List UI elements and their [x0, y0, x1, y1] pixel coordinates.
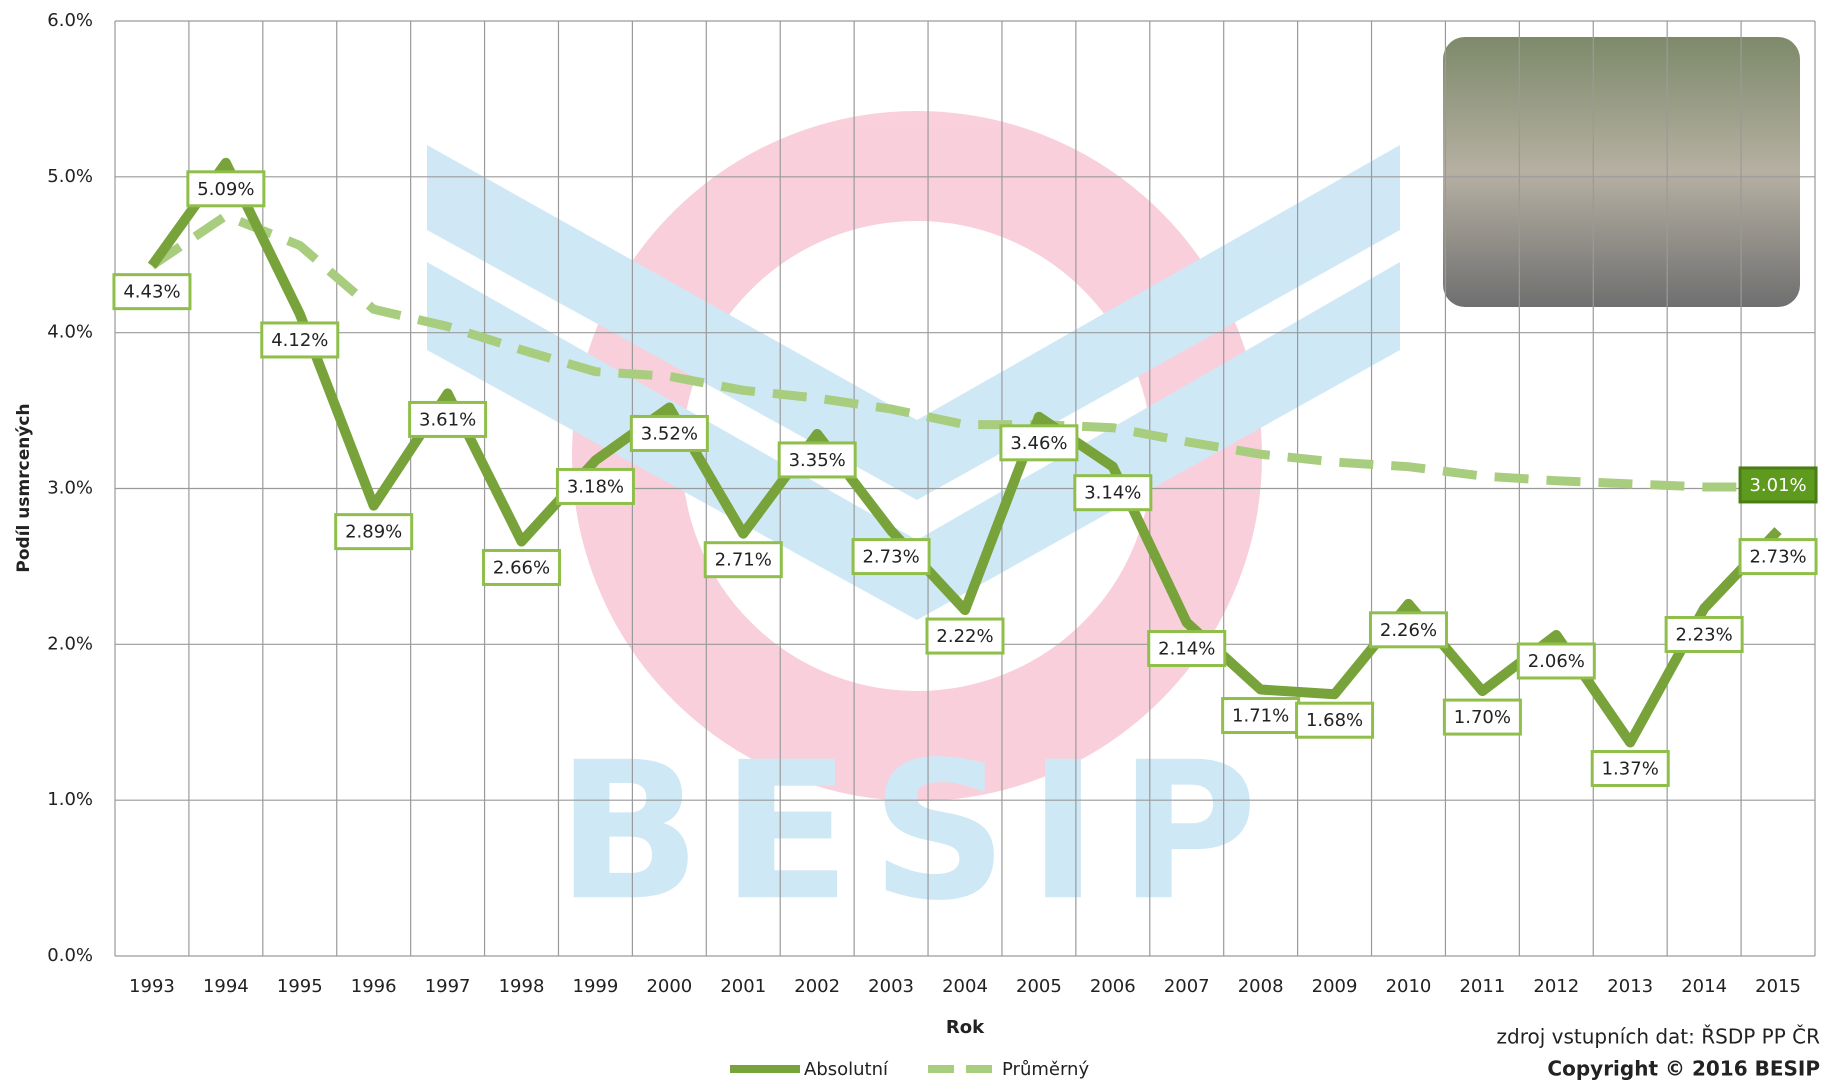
data-label: 2.73%: [1740, 540, 1816, 574]
data-label: 2.14%: [1149, 632, 1225, 666]
y-tick-label: 6.0%: [47, 10, 93, 31]
data-label: 4.12%: [262, 323, 338, 357]
x-tick-label: 2005: [1016, 976, 1062, 997]
y-tick-label: 4.0%: [47, 322, 93, 343]
data-label: 5.09%: [188, 172, 264, 206]
data-label: 2.23%: [1666, 617, 1742, 651]
data-label-text: 1.70%: [1454, 707, 1511, 728]
data-label: 2.06%: [1518, 644, 1594, 678]
x-tick-label: 2009: [1312, 976, 1358, 997]
data-label-text: 2.66%: [493, 557, 550, 578]
copyright: Copyright © 2016 BESIP: [1547, 1057, 1820, 1081]
data-label: 1.37%: [1592, 752, 1668, 786]
data-label-text: 3.01%: [1749, 475, 1806, 496]
data-label-text: 2.71%: [715, 550, 772, 571]
data-label-text: 2.06%: [1528, 651, 1585, 672]
data-label-text: 4.43%: [123, 282, 180, 303]
x-tick-label: 2012: [1533, 976, 1579, 997]
y-tick-label: 2.0%: [47, 633, 93, 654]
data-label: 1.71%: [1223, 699, 1299, 733]
x-tick-label: 2014: [1681, 976, 1727, 997]
data-label: 2.71%: [705, 543, 781, 577]
y-tick-label: 1.0%: [47, 789, 93, 810]
x-axis-label: Rok: [946, 1017, 985, 1038]
data-label-text: 2.23%: [1676, 624, 1733, 645]
data-label-text: 3.14%: [1084, 483, 1141, 504]
data-label-text: 5.09%: [197, 179, 254, 200]
x-tick-label: 1997: [425, 976, 471, 997]
x-tick-label: 2004: [942, 976, 988, 997]
data-label-text: 3.61%: [419, 409, 476, 430]
data-label: 2.73%: [853, 540, 929, 574]
watermark-text: BESIP: [556, 721, 1277, 942]
data-label-text: 1.71%: [1232, 706, 1289, 727]
data-label: 3.18%: [557, 469, 633, 503]
legend-label: Průměrný: [1002, 1059, 1089, 1080]
x-tick-label: 1993: [129, 976, 175, 997]
x-tick-label: 2002: [794, 976, 840, 997]
data-label-text: 2.73%: [862, 547, 919, 568]
x-tick-label: 2013: [1607, 976, 1653, 997]
photo: [1443, 37, 1800, 307]
data-label-text: 2.89%: [345, 522, 402, 543]
x-tick-label: 1995: [277, 976, 323, 997]
data-label-text: 3.46%: [1010, 433, 1067, 454]
data-label-text: 1.68%: [1306, 710, 1363, 731]
x-tick-label: 1996: [351, 976, 397, 997]
data-label-text: 2.26%: [1380, 620, 1437, 641]
data-label: 2.89%: [336, 515, 412, 549]
data-label: 3.14%: [1075, 476, 1151, 510]
data-label: 2.22%: [927, 619, 1003, 653]
y-axis-label: Podíl usmrcených: [14, 403, 34, 572]
data-label: 3.35%: [779, 443, 855, 477]
y-tick-label: 5.0%: [47, 166, 93, 187]
x-tick-label: 2010: [1386, 976, 1432, 997]
data-label: 4.43%: [114, 275, 190, 309]
y-tick-label: 0.0%: [47, 945, 93, 966]
data-label: 1.68%: [1297, 703, 1373, 737]
x-tick-label: 2000: [646, 976, 692, 997]
data-label: 2.66%: [484, 550, 560, 584]
x-tick-label: 2003: [868, 976, 914, 997]
data-label-text: 4.12%: [271, 330, 328, 351]
x-tick-label: 1994: [203, 976, 249, 997]
x-tick-label: 2001: [720, 976, 766, 997]
source: zdroj vstupních dat: ŘSDP PP ČR: [1497, 1025, 1821, 1049]
x-tick-label: 2015: [1755, 976, 1801, 997]
data-label-text: 2.22%: [936, 626, 993, 647]
data-label-text: 2.14%: [1158, 639, 1215, 660]
data-label-text: 2.73%: [1749, 547, 1806, 568]
y-tick-label: 3.0%: [47, 478, 93, 499]
x-tick-label: 2008: [1238, 976, 1284, 997]
data-label-text: 3.35%: [789, 450, 846, 471]
data-label: 3.01%: [1740, 468, 1816, 502]
data-label: 3.61%: [410, 402, 486, 436]
x-tick-label: 2006: [1090, 976, 1136, 997]
data-label-text: 3.18%: [567, 476, 624, 497]
x-tick-label: 2011: [1459, 976, 1505, 997]
data-label-text: 3.52%: [641, 423, 698, 444]
data-label: 1.70%: [1444, 700, 1520, 734]
x-tick-label: 1998: [499, 976, 545, 997]
x-tick-label: 1999: [573, 976, 619, 997]
legend-label: Absolutní: [804, 1059, 889, 1080]
data-label: 2.26%: [1370, 613, 1446, 647]
data-label: 3.52%: [631, 416, 707, 450]
data-label: 3.46%: [1001, 426, 1077, 460]
chart: BESIP 0.0% 1.0% 2.0% 3.0% 4.0% 5.0% 6.0% 1993 19…: [0, 0, 1831, 1081]
x-tick-label: 2007: [1164, 976, 1210, 997]
data-label-text: 1.37%: [1602, 759, 1659, 780]
